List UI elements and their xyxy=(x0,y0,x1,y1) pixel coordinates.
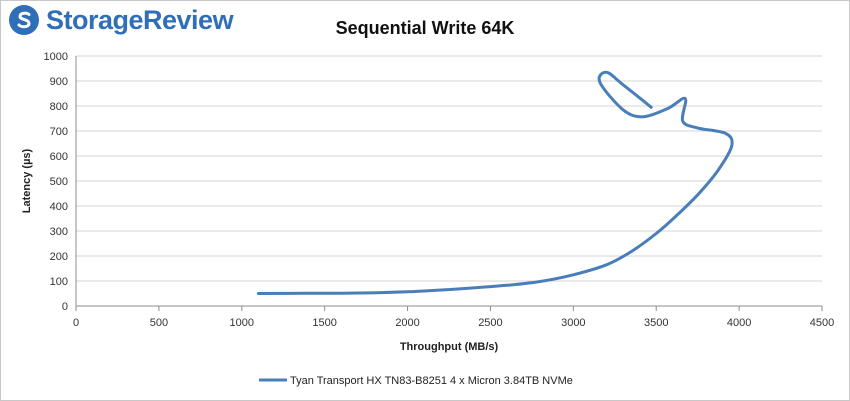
storagereview-logo: StorageReview xyxy=(8,4,234,36)
chart-ticks: 0 100 200 300 400 500 600 700 800 900 1000 0 500 1000… xyxy=(44,51,835,329)
chart-title: Sequential Write 64K xyxy=(336,18,515,38)
legend-entry: Tyan Transport HX TN83-B8251 4 x Micron … xyxy=(290,375,573,387)
brand-name: StorageReview xyxy=(46,4,234,35)
y-tick-label: 200 xyxy=(50,251,68,263)
chart-grid xyxy=(75,55,823,311)
x-tick-label: 2500 xyxy=(478,317,502,329)
y-tick-label: 100 xyxy=(50,276,68,288)
y-tick-label: 700 xyxy=(50,126,68,138)
y-tick-label: 300 xyxy=(50,226,68,238)
x-tick-label: 3000 xyxy=(561,317,585,329)
series-line xyxy=(256,70,734,295)
y-tick-label: 1000 xyxy=(44,51,68,63)
storagereview-logo-icon xyxy=(9,5,39,35)
chart-legend: Tyan Transport HX TN83-B8251 4 x Micron … xyxy=(259,375,573,387)
x-axis-label: Throughput (MB/s) xyxy=(400,341,499,353)
chart-series xyxy=(256,70,734,295)
x-tick-label: 0 xyxy=(73,317,79,329)
y-tick-label: 400 xyxy=(50,201,68,213)
x-tick-label: 3500 xyxy=(644,317,668,329)
x-tick-label: 4000 xyxy=(727,317,751,329)
y-axis-label: Latency (µs) xyxy=(21,148,33,213)
x-tick-label: 1000 xyxy=(230,317,254,329)
x-tick-label: 2000 xyxy=(395,317,419,329)
y-tick-label: 500 xyxy=(50,176,68,188)
x-tick-label: 1500 xyxy=(312,317,336,329)
y-tick-label: 900 xyxy=(50,76,68,88)
y-tick-label: 800 xyxy=(50,101,68,113)
y-tick-label: 600 xyxy=(50,151,68,163)
y-tick-label: 0 xyxy=(62,301,68,313)
x-tick-label: 4500 xyxy=(810,317,834,329)
x-tick-label: 500 xyxy=(150,317,168,329)
